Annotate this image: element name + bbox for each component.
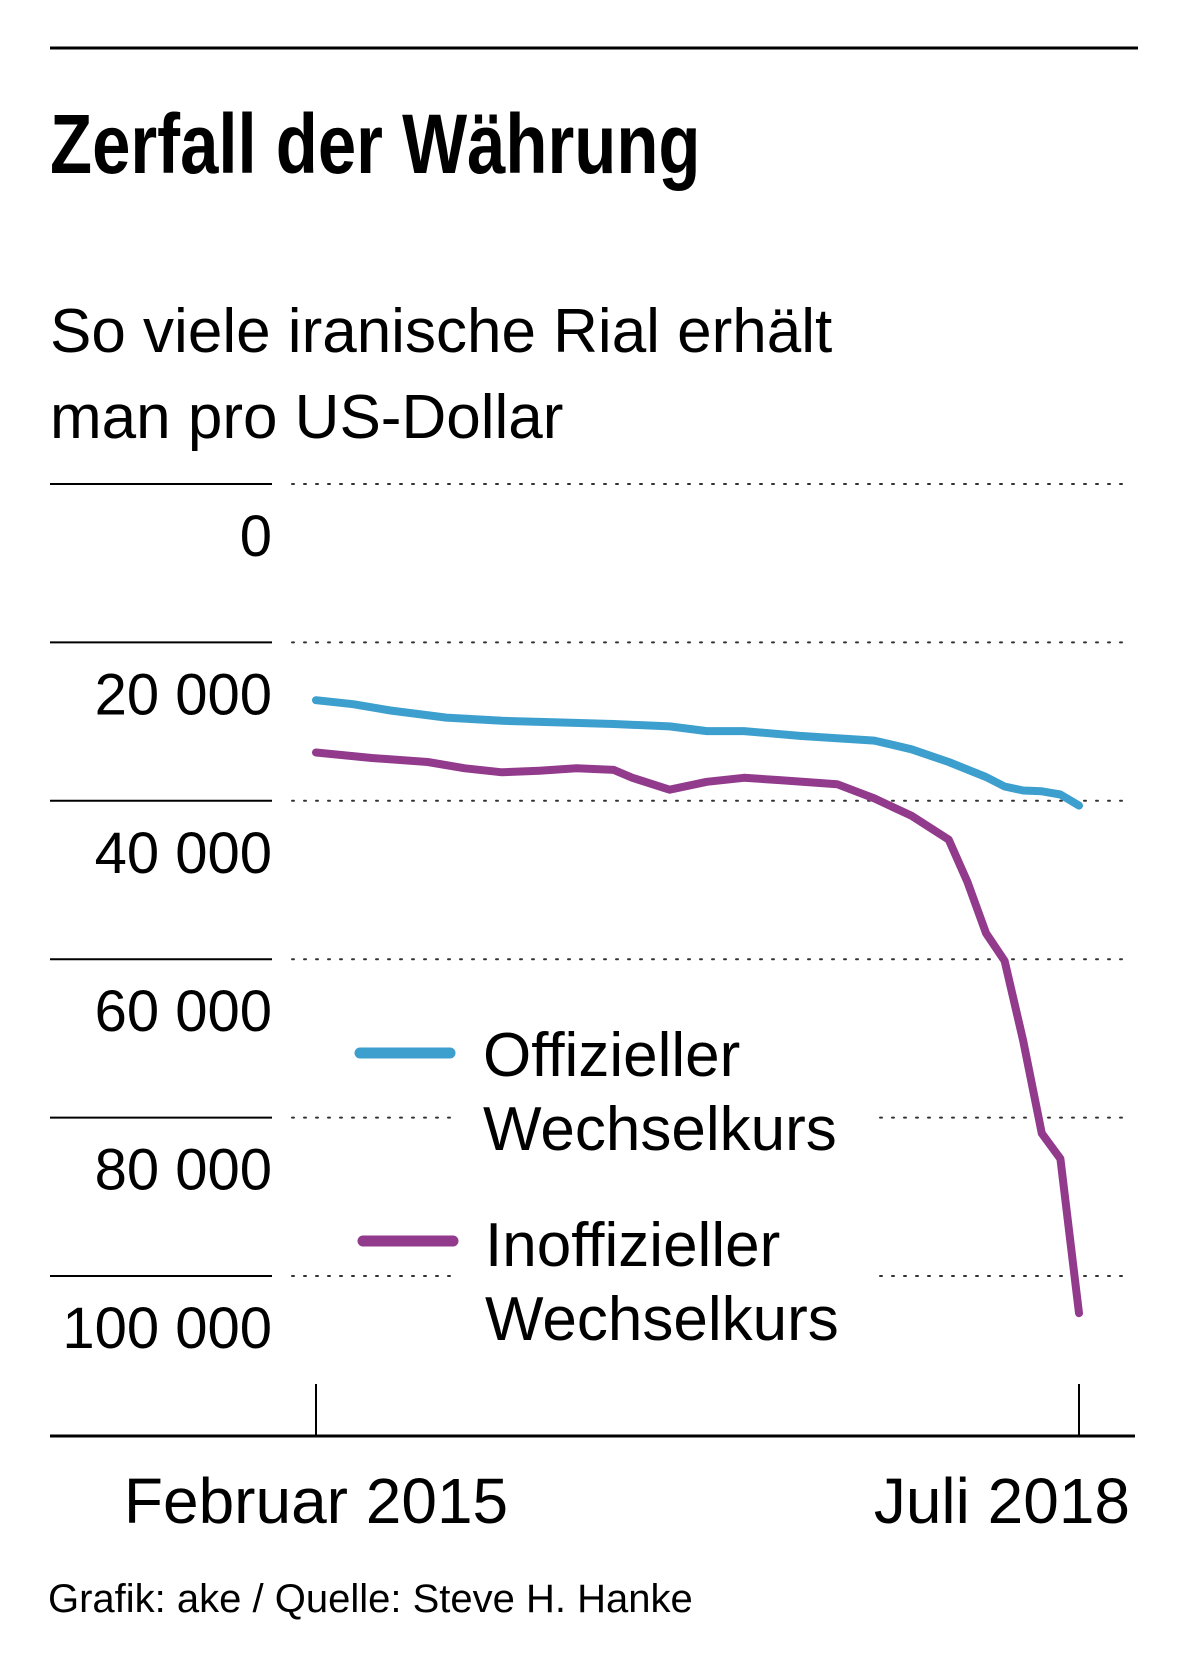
series-line-offizieller (312, 696, 1083, 810)
chart-subtitle-line-2: man pro US-Dollar (50, 383, 563, 452)
legend-background-2 (455, 1240, 875, 1335)
x-tick-label-start: Februar 2015 (124, 1465, 508, 1537)
y-tick-label: 100 000 (62, 1296, 272, 1361)
source-credit: Grafik: ake / Quelle: Steve H. Hanke (48, 1577, 693, 1621)
y-tick-label: 80 000 (95, 1138, 272, 1203)
y-tick-label: 0 (240, 504, 272, 569)
legend-label-inoffizieller-line-1: Inoffizieller (485, 1211, 780, 1280)
y-axis-ticks: 0 20 000 40 000 60 000 80 000 100 000 (62, 504, 272, 1361)
y-tick-label: 20 000 (95, 662, 272, 727)
legend-background (455, 1085, 875, 1175)
chart-subtitle-line-1: So viele iranische Rial erhält (50, 297, 832, 366)
legend-label-offizieller-line-2: Wechselkurs (483, 1095, 837, 1164)
legend-label-inoffizieller-line-2: Wechselkurs (485, 1285, 839, 1354)
y-tick-label: 60 000 (95, 979, 272, 1044)
series-lines (312, 696, 1083, 1318)
series-line-inoffizieller (312, 748, 1083, 1318)
legend: Offizieller Wechselkurs Inoffizieller We… (354, 1021, 839, 1354)
y-tick-label: 40 000 (95, 821, 272, 886)
chart-title: Zerfall der Währung (50, 98, 700, 192)
x-tick-label-end: Juli 2018 (874, 1465, 1130, 1537)
legend-label-offizieller-line-1: Offizieller (483, 1021, 740, 1090)
